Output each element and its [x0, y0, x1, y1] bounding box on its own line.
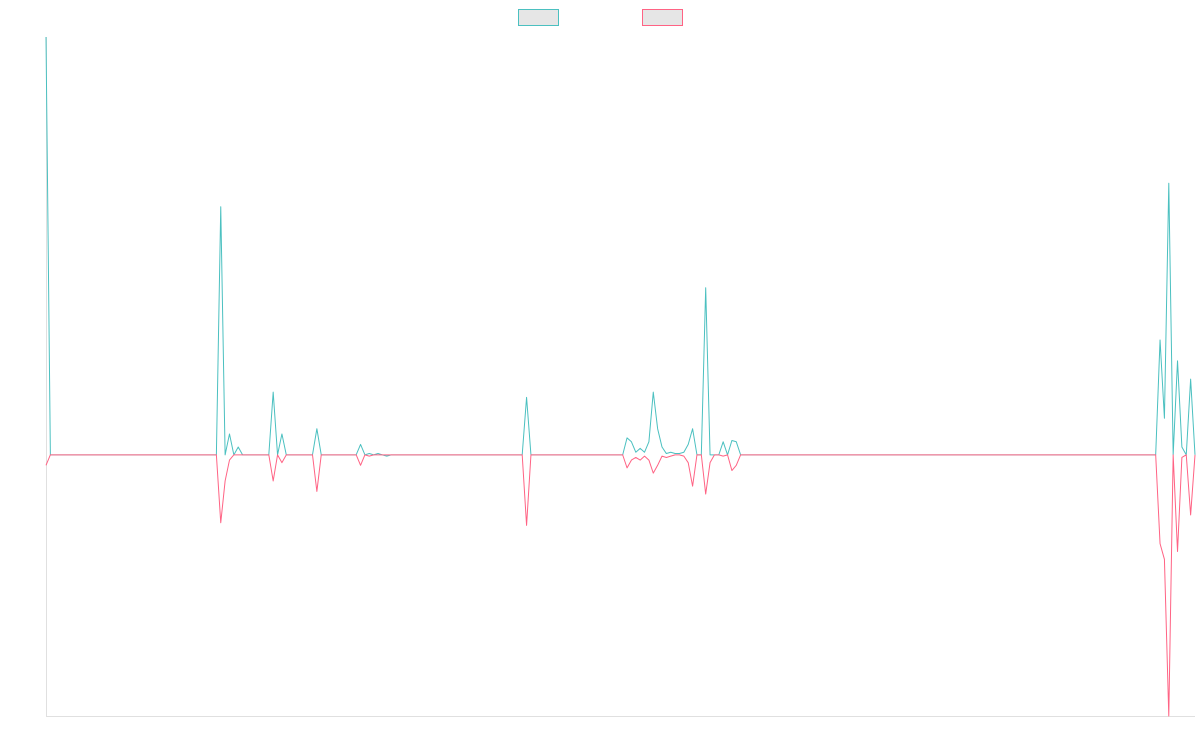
series-line-2	[45, 454, 1196, 717]
series-line-1	[45, 36, 1196, 457]
chart-legend	[518, 9, 683, 26]
chart-series	[45, 36, 1196, 717]
legend-swatch-1	[518, 9, 559, 26]
chart-axes	[46, 37, 1195, 717]
legend-swatch-2	[642, 9, 683, 26]
